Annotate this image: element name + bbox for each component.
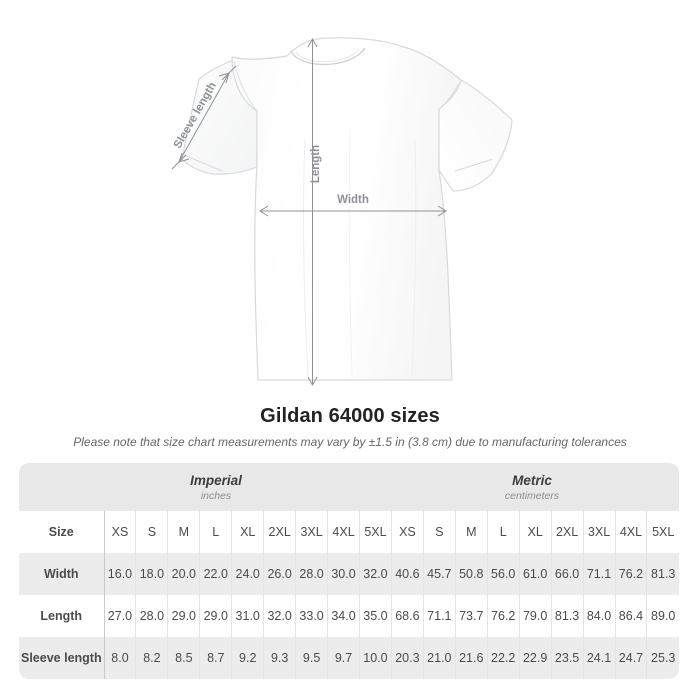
svg-text:Length: Length: [310, 145, 322, 183]
svg-text:Width: Width: [337, 194, 369, 206]
